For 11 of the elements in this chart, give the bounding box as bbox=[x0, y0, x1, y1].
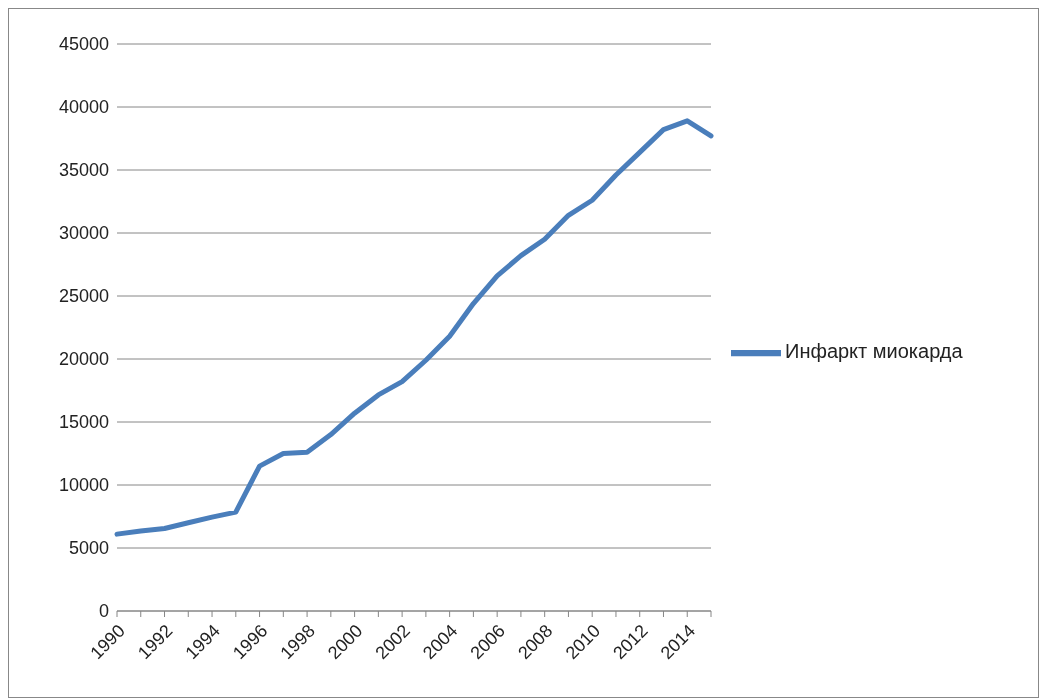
y-tick-label: 10000 bbox=[58, 475, 109, 496]
y-tick-label: 0 bbox=[98, 601, 109, 622]
y-tick-label: 25000 bbox=[58, 286, 109, 307]
y-tick-label: 35000 bbox=[58, 160, 109, 181]
y-tick-label: 30000 bbox=[58, 223, 109, 244]
legend-label: Инфаркт миокарда bbox=[785, 340, 963, 363]
y-tick-label: 20000 bbox=[58, 349, 109, 370]
y-tick-label: 15000 bbox=[58, 412, 109, 433]
y-tick-label: 5000 bbox=[68, 538, 109, 559]
y-tick-label: 40000 bbox=[58, 97, 109, 118]
y-tick-label: 45000 bbox=[58, 34, 109, 55]
